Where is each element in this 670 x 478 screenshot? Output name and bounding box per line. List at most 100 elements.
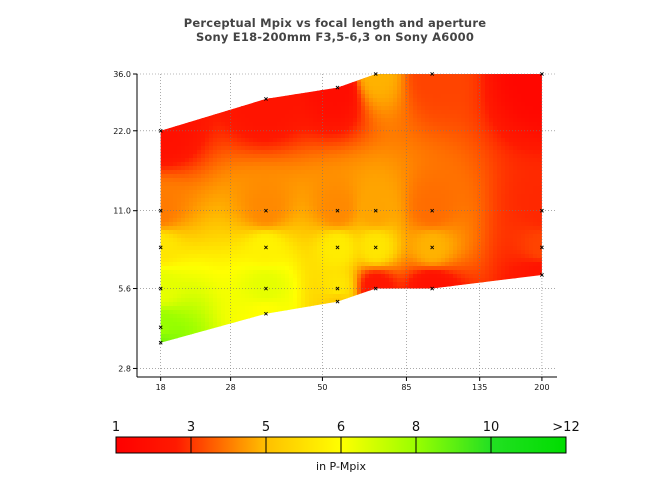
heat-cell	[329, 138, 334, 143]
heat-cell	[373, 214, 378, 219]
heat-cell	[337, 314, 342, 319]
heat-cell	[261, 350, 266, 355]
heat-cell	[253, 262, 258, 267]
heat-cell	[205, 362, 210, 367]
heat-cell	[273, 150, 278, 155]
heat-cell	[189, 294, 194, 299]
heat-cell	[201, 234, 206, 239]
heat-cell	[377, 146, 382, 151]
heat-cell	[281, 90, 286, 95]
heat-cell	[189, 270, 194, 275]
heat-cell	[261, 334, 266, 339]
heat-cell	[217, 214, 222, 219]
heat-cell	[265, 142, 270, 147]
heat-cell	[169, 338, 174, 343]
heat-cell	[169, 254, 174, 259]
heat-cell	[193, 258, 198, 263]
heat-cell	[221, 146, 226, 151]
heat-cell	[385, 362, 390, 367]
heat-cell	[193, 134, 198, 139]
heat-cell	[321, 334, 326, 339]
heat-cell	[169, 146, 174, 151]
heat-cell	[361, 86, 366, 91]
heat-cell	[137, 82, 142, 87]
heat-cell	[305, 282, 310, 287]
heat-cell	[369, 266, 374, 271]
heat-cell	[209, 98, 214, 103]
heat-cell	[265, 74, 270, 79]
heat-cell	[325, 374, 330, 379]
heat-cell	[321, 178, 326, 183]
heat-cell	[225, 326, 230, 331]
heat-cell	[277, 314, 282, 319]
heat-cell	[349, 198, 354, 203]
heat-cell	[329, 82, 334, 87]
heat-cell	[277, 146, 282, 151]
heat-cell	[169, 278, 174, 283]
heat-cell	[261, 318, 266, 323]
heat-cell	[365, 346, 370, 351]
heat-cell	[317, 82, 322, 87]
heat-cell	[193, 322, 198, 327]
heat-cell	[373, 198, 378, 203]
heat-cell	[357, 370, 362, 375]
heat-cell	[217, 178, 222, 183]
heat-cell	[381, 130, 386, 135]
heat-cell	[317, 210, 322, 215]
heat-cell	[213, 198, 218, 203]
heat-cell	[145, 126, 150, 131]
heat-cell	[321, 150, 326, 155]
heat-cell	[189, 202, 194, 207]
heat-cell	[233, 90, 238, 95]
heat-cell	[353, 94, 358, 99]
heat-cell	[389, 218, 394, 223]
heat-cell	[173, 354, 178, 359]
heat-cell	[145, 330, 150, 335]
heat-cell	[141, 326, 146, 331]
heat-cell	[193, 266, 198, 271]
heat-cell	[293, 198, 298, 203]
heat-cell	[213, 350, 218, 355]
heat-cell	[201, 122, 206, 127]
heat-cell	[345, 122, 350, 127]
heat-cell	[253, 138, 258, 143]
heat-cell	[221, 270, 226, 275]
heat-cell	[301, 222, 306, 227]
heat-cell	[257, 186, 262, 191]
heat-cell	[257, 222, 262, 227]
heat-cell	[365, 238, 370, 243]
heat-cell	[285, 170, 290, 175]
heat-cell	[185, 274, 190, 279]
heat-cell	[369, 354, 374, 359]
heat-cell	[261, 154, 266, 159]
heat-cell	[197, 206, 202, 211]
heat-cell	[365, 214, 370, 219]
heat-cell	[281, 150, 286, 155]
heat-cell	[253, 150, 258, 155]
heat-cell	[185, 158, 190, 163]
heat-cell	[209, 354, 214, 359]
heat-cell	[217, 334, 222, 339]
heat-cell	[193, 302, 198, 307]
heat-cell	[145, 186, 150, 191]
heat-cell	[165, 374, 170, 379]
heat-cell	[185, 90, 190, 95]
heat-cell	[165, 346, 170, 351]
heat-cell	[273, 98, 278, 103]
heat-cell	[217, 346, 222, 351]
heat-cell	[357, 238, 362, 243]
heat-cell	[373, 130, 378, 135]
heat-cell	[381, 118, 386, 123]
heat-cell	[149, 190, 154, 195]
heat-cell	[189, 370, 194, 375]
heat-cell	[141, 258, 146, 263]
heat-cell	[309, 218, 314, 223]
heat-cell	[277, 258, 282, 263]
heat-cell	[181, 198, 186, 203]
heat-cell	[381, 122, 386, 127]
heat-cell	[325, 338, 330, 343]
heat-cell	[233, 374, 238, 379]
heat-cell	[137, 226, 142, 231]
heat-cell	[349, 286, 354, 291]
heat-cell	[181, 330, 186, 335]
